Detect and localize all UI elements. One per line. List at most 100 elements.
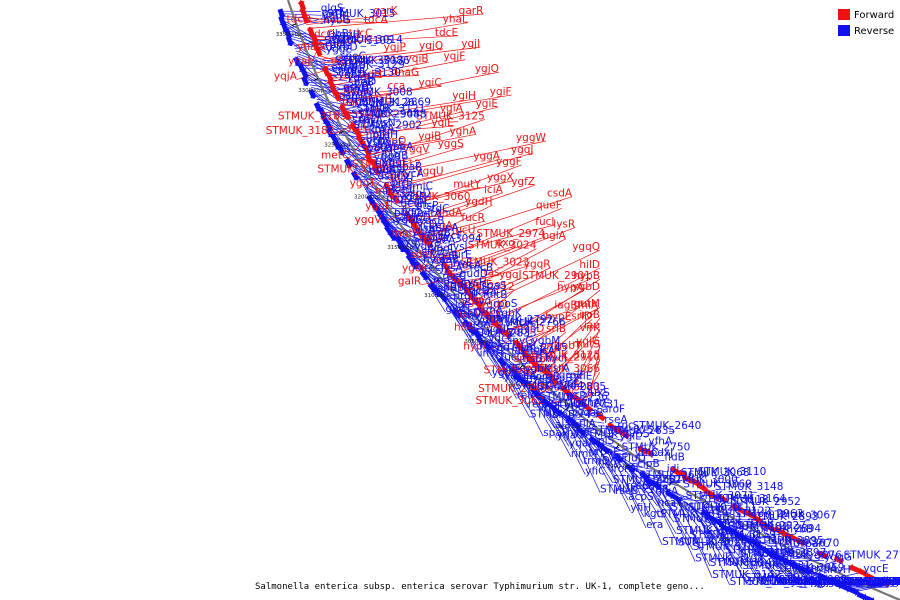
forward-gene-label: STMUK_3024 <box>468 240 537 252</box>
reverse-gene-label: spaO <box>352 114 379 126</box>
forward-gene-label: aer <box>331 55 349 67</box>
reverse-gene-label: icc <box>329 33 344 45</box>
reverse-gene-label: STMUK_3013 <box>335 54 404 66</box>
forward-gene-label: tdcD <box>287 14 312 26</box>
reverse-gene-label: ironN <box>611 463 639 475</box>
reverse-gene-label: recC <box>442 271 466 283</box>
reverse-gene-label: STMUK_3009 <box>778 574 847 586</box>
forward-gene-label: yghA <box>449 125 477 137</box>
reverse-connector <box>351 166 391 180</box>
reverse-gene-label: STMUK_3070 <box>771 538 840 550</box>
forward-gene-label: tdcB <box>326 14 350 26</box>
forward-gene-label: yggS <box>438 138 465 150</box>
forward-gene-arrow <box>717 494 728 504</box>
reverse-connector <box>399 238 438 242</box>
reverse-gene-label: STMUK_2895 <box>755 535 824 547</box>
reverse-gene-label: sipD <box>422 246 445 258</box>
reverse-gene-label: spaP <box>543 427 568 439</box>
forward-connector <box>390 196 393 210</box>
reverse-connector <box>319 105 360 124</box>
forward-connector <box>347 98 476 120</box>
forward-connector <box>348 94 512 123</box>
reverse-gene-label: yfiE <box>573 370 592 382</box>
reverse-connector <box>727 526 764 586</box>
reverse-gene-label: STMUK_3019 <box>660 508 729 520</box>
reverse-gene-arrow <box>706 514 717 524</box>
reverse-gene-label: STMUK_2909 <box>760 575 829 587</box>
reverse-gene-label: STMUK_2929 <box>740 548 809 560</box>
reverse-gene-label: speA <box>388 141 415 153</box>
reverse-gene-label: ygiL <box>619 431 641 443</box>
reverse-gene-label: STMUK_2805 <box>537 381 606 393</box>
forward-connector <box>329 61 429 83</box>
forward-connector <box>550 330 601 379</box>
reverse-connector <box>350 163 389 174</box>
forward-connector <box>319 50 406 60</box>
reverse-gene-label: STMUK_2952 <box>732 496 801 508</box>
forward-gene-label: cca <box>387 80 405 92</box>
reverse-connector <box>583 429 620 441</box>
reverse-gene-label: STMUK_3068 <box>681 467 750 479</box>
forward-gene-label: yhaJ <box>288 56 310 68</box>
reverse-connector <box>486 343 525 373</box>
reverse-gene-label: yfiD <box>565 400 586 412</box>
kbp-tick <box>850 579 854 585</box>
reverse-gene-label: flJA <box>579 418 597 430</box>
forward-connector <box>343 111 383 117</box>
reverse-gene-label: STMUK_2833 <box>468 328 537 340</box>
reverse-connector <box>548 401 586 475</box>
forward-gene-arrow <box>848 563 860 573</box>
kbp-tick <box>725 515 730 521</box>
reverse-connector <box>331 125 371 131</box>
reverse-gene-label: yqhD <box>338 69 366 81</box>
forward-gene-label: endA <box>435 207 463 219</box>
forward-gene-label: ygqV <box>403 143 431 155</box>
reverse-gene-arrow <box>763 548 774 558</box>
reverse-gene-label: yggD <box>345 92 373 104</box>
reverse-gene-label: mltB <box>483 289 507 301</box>
reverse-gene-label: ansB <box>363 102 389 114</box>
forward-connector <box>546 383 558 393</box>
forward-connector <box>501 308 578 332</box>
reverse-gene-label: prgH <box>373 129 398 141</box>
reverse-connector <box>709 516 746 582</box>
reverse-gene-label: yqfA <box>412 226 437 238</box>
reverse-gene-label: STMUK_3205 <box>727 557 796 569</box>
forward-connector <box>334 91 369 94</box>
reverse-gene-arrow <box>403 246 413 257</box>
reverse-gene-label: fba <box>389 164 406 176</box>
reverse-connector <box>344 154 384 189</box>
reverse-connector <box>341 147 381 153</box>
forward-gene-label: oat <box>342 96 359 108</box>
reverse-gene-label: orgA <box>466 319 491 331</box>
reverse-gene-label: lgt <box>455 299 469 311</box>
forward-gene-label: STMUK_3063 <box>531 382 600 394</box>
reverse-gene-label: hilC <box>875 576 895 588</box>
reverse-gene-label: hycH <box>526 373 553 385</box>
reverse-gene-label: hycE <box>423 254 448 266</box>
reverse-gene-label: yggM <box>347 71 376 83</box>
reverse-gene-label: ftsB <box>522 353 542 365</box>
reverse-gene-arrow <box>301 76 310 87</box>
forward-connector <box>385 174 444 187</box>
reverse-gene-label: yggH <box>333 29 360 41</box>
reverse-gene-label: yggL <box>430 243 456 255</box>
reverse-gene-label: STMUK_2753 <box>600 483 669 495</box>
forward-connector <box>356 111 463 138</box>
reverse-gene-arrow <box>438 292 448 302</box>
reverse-gene-label: ygjH <box>813 576 837 588</box>
forward-gene-label: STMUK_3125 <box>416 110 485 122</box>
forward-swatch <box>838 9 850 20</box>
reverse-connector <box>359 176 398 181</box>
reverse-gene-label: ptsP <box>416 200 439 212</box>
forward-gene-label: ygjI <box>461 38 480 50</box>
reverse-connector <box>585 431 622 452</box>
forward-gene-arrow <box>502 329 513 340</box>
reverse-connector <box>593 438 631 512</box>
reverse-gene-label: invF <box>541 401 563 413</box>
reverse-legend-label: Reverse <box>854 26 894 37</box>
reverse-gene-label: glyA <box>655 486 679 498</box>
reverse-gene-label: gudT <box>446 303 473 315</box>
kbp-tick <box>786 548 790 554</box>
reverse-connector <box>591 436 629 501</box>
